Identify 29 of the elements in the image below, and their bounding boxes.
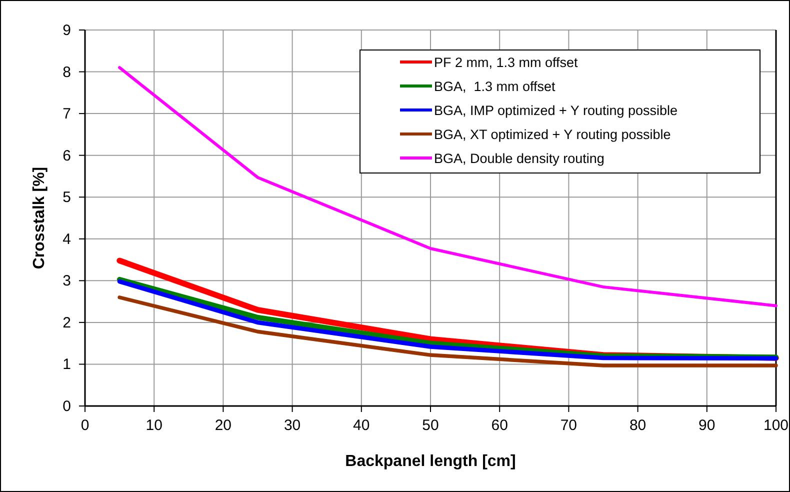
- x-tick-label: 20: [214, 417, 232, 434]
- legend-label: BGA, IMP optimized + Y routing possible: [434, 103, 678, 118]
- y-tick-label: 3: [62, 272, 71, 290]
- line-series: [118, 296, 778, 368]
- y-tick-label: 1: [62, 356, 71, 374]
- x-tick-label: 100: [763, 417, 789, 434]
- x-tick-label: 40: [353, 417, 370, 434]
- legend-label: BGA, Double density routing: [434, 151, 604, 166]
- x-tick-label: 0: [80, 417, 90, 434]
- y-tick-label: 8: [62, 64, 71, 81]
- y-tick-label: 5: [62, 189, 71, 206]
- x-tick-label: 50: [422, 417, 439, 434]
- y-tick-label: 4: [62, 230, 71, 248]
- x-tick-label: 70: [560, 417, 578, 434]
- legend-label: PF 2 mm, 1.3 mm offset: [434, 55, 578, 70]
- legend-label: BGA, 1.3 mm offset: [434, 79, 556, 94]
- y-tick-label: 7: [62, 106, 71, 123]
- x-tick-label: 90: [698, 417, 716, 434]
- y-tick-label: 0: [62, 398, 71, 415]
- y-tick-label: 9: [62, 22, 71, 39]
- x-tick-label: 80: [629, 417, 646, 434]
- x-tick-label: 10: [146, 417, 162, 434]
- x-axis-title: Backpanel length [cm]: [345, 453, 516, 470]
- y-tick-label: 6: [62, 147, 71, 164]
- x-tick-label: 30: [284, 417, 301, 434]
- legend-label: BGA, XT optimized + Y routing possible: [434, 127, 671, 142]
- y-tick-label: 2: [62, 314, 71, 332]
- x-tick-label: 60: [491, 417, 508, 434]
- y-axis-title: Crosstalk [%]: [31, 166, 48, 270]
